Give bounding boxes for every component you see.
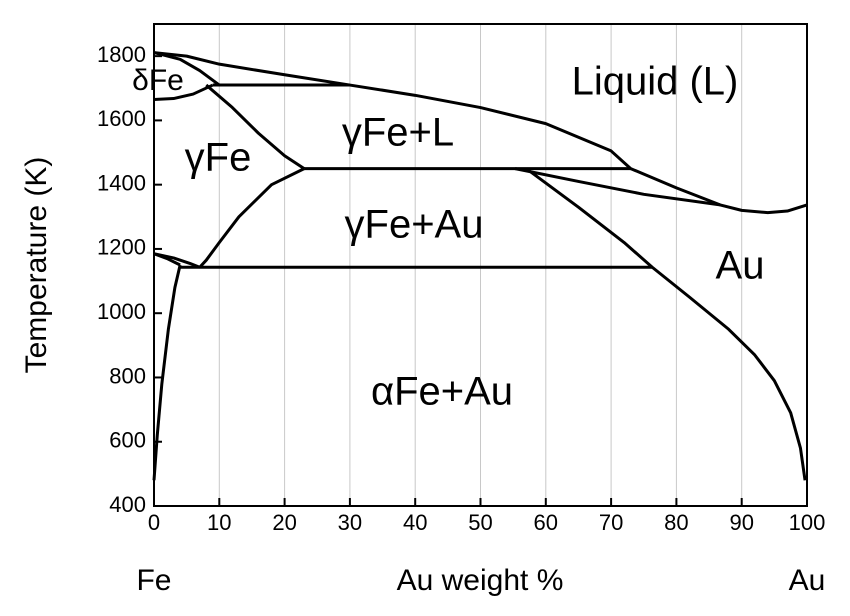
region-label: γFe+L bbox=[342, 111, 454, 155]
y-tick-label: 800 bbox=[109, 363, 146, 388]
y-tick-label: 1000 bbox=[97, 299, 146, 324]
x-axis-title: Au weight % bbox=[397, 564, 564, 597]
phase-boundary bbox=[205, 83, 306, 170]
phase-boundary bbox=[198, 167, 305, 269]
x-tick-label: 90 bbox=[729, 510, 753, 535]
y-tick-label: 1400 bbox=[97, 170, 146, 195]
x-tick-label: 50 bbox=[468, 510, 492, 535]
x-tick-label: 40 bbox=[403, 510, 427, 535]
x-tick-label: 70 bbox=[599, 510, 623, 535]
y-tick-label: 1200 bbox=[97, 235, 146, 260]
y-tick-label: 600 bbox=[109, 428, 146, 453]
phase-boundary bbox=[152, 264, 182, 481]
region-label: Au bbox=[716, 244, 765, 288]
x-tick-label: 80 bbox=[664, 510, 688, 535]
region-label: γFe bbox=[185, 136, 252, 180]
region-label: δFe bbox=[132, 64, 184, 97]
x-tick-label: 100 bbox=[789, 510, 826, 535]
y-tick-label: 1800 bbox=[97, 42, 146, 67]
phase-boundary bbox=[153, 51, 221, 87]
region-label: γFe+Au bbox=[345, 203, 484, 247]
x-tick-label: 20 bbox=[272, 510, 296, 535]
phase-boundary bbox=[525, 167, 807, 481]
phase-boundary bbox=[153, 51, 808, 215]
x-end-label: Fe bbox=[136, 564, 171, 597]
y-axis-title: Temperature (K) bbox=[20, 157, 53, 374]
phase-boundary bbox=[514, 167, 721, 207]
plot-frame bbox=[153, 23, 808, 507]
phase-boundary bbox=[153, 252, 181, 267]
y-tick-label: 1600 bbox=[97, 106, 146, 131]
y-tick-label: 400 bbox=[109, 492, 146, 517]
x-tick-label: 0 bbox=[148, 510, 160, 535]
region-label: αFe+Au bbox=[371, 370, 513, 414]
x-tick-label: 60 bbox=[534, 510, 558, 535]
x-tick-label: 30 bbox=[338, 510, 362, 535]
x-tick-label: 10 bbox=[207, 510, 231, 535]
region-label: Liquid (L) bbox=[572, 60, 739, 104]
phase-boundary bbox=[153, 83, 214, 102]
x-end-label: Au bbox=[789, 564, 826, 597]
